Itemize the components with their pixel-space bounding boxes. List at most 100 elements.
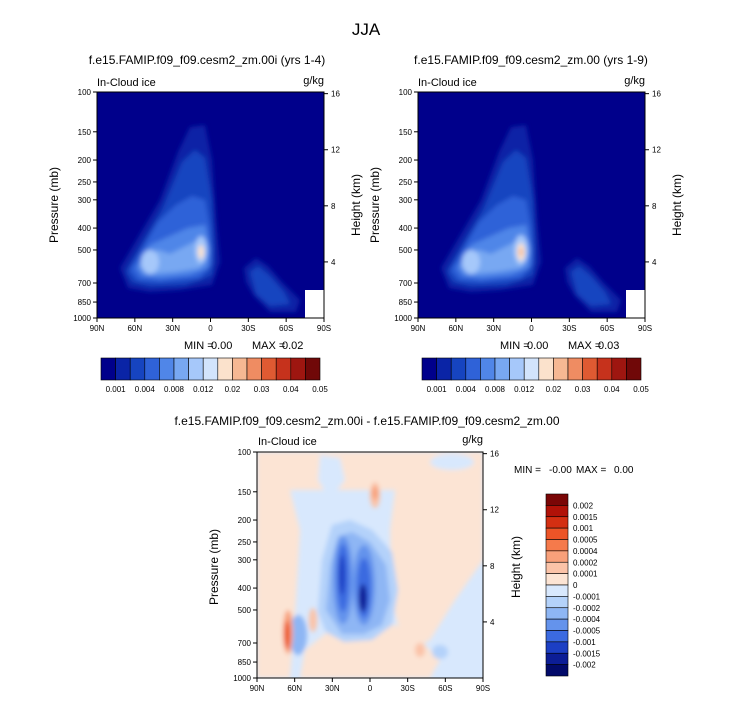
p1-colorbar-box — [290, 357, 306, 381]
p3-colorbar-label: -0.0002 — [573, 604, 601, 613]
panel-3-title: f.e15.FAMIP.f09_f09.cesm2_zm.00i - f.e15… — [174, 414, 559, 428]
panel-2-missing-region — [626, 290, 645, 318]
p3-contour-6 — [430, 454, 474, 470]
p3-colorbar-box — [545, 630, 569, 643]
p2-contour-9 — [519, 248, 523, 256]
p3-contour-16 — [359, 584, 367, 612]
panel-2-field-label: In-Cloud ice — [418, 77, 477, 89]
p3-pressure-tick-label: 500 — [238, 606, 252, 615]
panel-2-min-label: MIN = — [500, 340, 530, 352]
p2-pressure-tick-label: 1000 — [394, 314, 412, 323]
p1-lat-tick-label: 60N — [127, 324, 142, 333]
p3-pressure-tick-label: 400 — [238, 584, 252, 593]
panel-1-title: f.e15.FAMIP.f09_f09.cesm2_zm.00i (yrs 1-… — [89, 53, 326, 67]
panel-3-min-value: -0.00 — [549, 465, 572, 476]
p3-contour-5 — [318, 455, 345, 500]
p3-pressure-tick-label: 100 — [238, 448, 252, 457]
p1-colorbar-box — [305, 357, 321, 381]
p1-pressure-tick-label: 100 — [78, 88, 92, 97]
p3-colorbar-label: 0.0015 — [573, 513, 598, 522]
p2-colorbar-box — [436, 357, 452, 381]
p2-contour-6 — [462, 250, 480, 274]
p3-colorbar-label: 0 — [573, 581, 578, 590]
p3-pressure-tick-label: 700 — [238, 639, 252, 648]
panel-2-units: g/kg — [624, 75, 645, 87]
panel-2-max-label: MAX = — [568, 340, 601, 352]
p3-colorbar-label: -0.002 — [573, 661, 596, 670]
panel-3-ylabel-right: Height (km) — [509, 536, 523, 598]
p3-pressure-tick-label: 150 — [238, 488, 252, 497]
p2-colorbar-label: 0.012 — [514, 385, 535, 394]
figure-title: JJA — [352, 20, 381, 39]
panel-3-contours — [257, 452, 483, 678]
p3-contour-17 — [289, 615, 307, 655]
p3-colorbar-box — [545, 527, 569, 540]
svg-text:MIN = 0.00 MAX =: MIN = 0.00 MAX = 0.03 — [500, 340, 619, 352]
p3-contour-8 — [372, 486, 378, 500]
p2-pressure-tick-label: 100 — [399, 88, 413, 97]
panel-1-colorbar: 0.001 0.004 0.008 0.012 0.02 0.03 0.04 0.05 — [100, 357, 328, 394]
p2-colorbar-box — [538, 357, 554, 381]
p3-colorbar-label: 0.0005 — [573, 536, 598, 545]
p1-pressure-tick-label: 200 — [78, 156, 92, 165]
p2-colorbar-label: 0.008 — [485, 385, 506, 394]
panel-1-ylabel-right: Height (km) — [349, 174, 363, 236]
p3-colorbar-box — [545, 539, 569, 552]
p1-colorbar-label: 0.03 — [254, 385, 270, 394]
p2-colorbar-box — [450, 357, 467, 381]
panel-2: f.e15.FAMIP.f09_f09.cesm2_zm.00 (yrs 1-9… — [368, 53, 684, 394]
p2-colorbar-box — [421, 357, 437, 381]
p3-colorbar-label: 0.0001 — [573, 570, 598, 579]
p2-colorbar-label: 0.004 — [456, 385, 477, 394]
p3-height-tick-label: 8 — [490, 562, 495, 571]
p2-pressure-tick-label: 850 — [399, 298, 413, 307]
p3-lat-tick-label: 30N — [325, 684, 340, 693]
panel-1-contours — [120, 125, 300, 312]
p3-colorbar-box — [545, 652, 569, 665]
p3-colorbar-box — [545, 584, 569, 597]
p3-colorbar-box — [545, 664, 569, 677]
p3-colorbar-box — [545, 573, 569, 586]
p3-colorbar-label: -0.0005 — [573, 627, 601, 636]
p3-pressure-tick-label: 850 — [238, 658, 252, 667]
p1-height-tick-label: 8 — [331, 202, 336, 211]
p3-colorbar-label: -0.0015 — [573, 649, 601, 658]
p1-pressure-tick-label: 700 — [78, 279, 92, 288]
p2-pressure-tick-label: 150 — [399, 128, 413, 137]
p3-contour-3 — [390, 490, 483, 655]
p3-contour-21 — [415, 643, 425, 657]
p3-height-tick-label: 4 — [490, 618, 495, 627]
p2-pressure-tick-label: 250 — [399, 178, 413, 187]
p3-pressure-tick-label: 200 — [238, 516, 252, 525]
p3-colorbar-label: 0.002 — [573, 501, 594, 510]
p2-lat-tick-label: 0 — [529, 324, 534, 333]
panel-2-contours — [441, 125, 621, 312]
p2-lat-tick-label: 30S — [562, 324, 576, 333]
panel-1-units: g/kg — [303, 75, 324, 87]
p1-pressure-tick-label: 150 — [78, 128, 92, 137]
panel-3-ylabel-left: Pressure (mb) — [207, 529, 221, 605]
p1-colorbar-box — [100, 357, 116, 381]
p2-pressure-tick-label: 500 — [399, 246, 413, 255]
p2-height-tick-label: 4 — [652, 258, 657, 267]
p2-lat-tick-label: 90S — [638, 324, 652, 333]
p2-lat-tick-label: 90N — [411, 324, 426, 333]
p3-colorbar-box — [545, 641, 569, 654]
p2-colorbar-box — [509, 357, 525, 381]
p3-contour-22 — [432, 645, 448, 659]
p2-lat-tick-label: 30N — [486, 324, 501, 333]
panel-1-max-label: MAX = — [252, 340, 285, 352]
p1-colorbar-box — [173, 357, 189, 381]
p3-pressure-tick-label: 300 — [238, 556, 252, 565]
p1-colorbar-box — [232, 357, 248, 381]
p3-contour-20 — [309, 608, 317, 632]
p3-contour-13 — [339, 555, 345, 595]
p1-lat-tick-label: 90N — [90, 324, 105, 333]
p1-colorbar-box — [202, 357, 219, 381]
p1-height-tick-label: 16 — [331, 90, 340, 99]
p1-colorbar-box — [129, 357, 146, 381]
p2-height-tick-label: 16 — [652, 90, 661, 99]
p2-colorbar-box — [480, 357, 496, 381]
p3-colorbar-label: 0.0004 — [573, 547, 598, 556]
p2-colorbar-box — [611, 357, 627, 381]
